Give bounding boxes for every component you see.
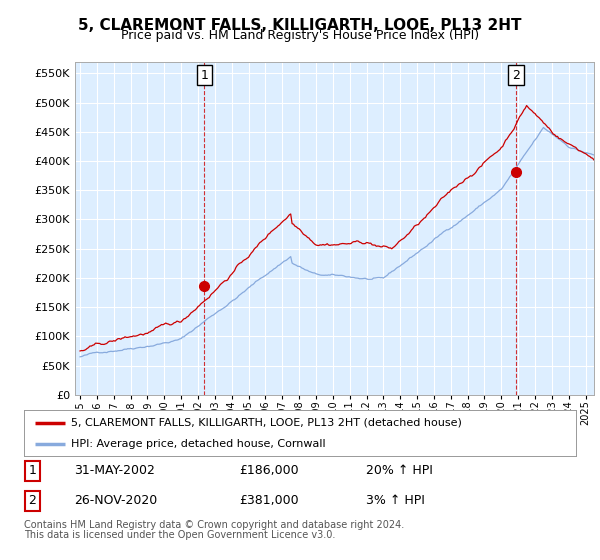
Text: 26-NOV-2020: 26-NOV-2020	[74, 494, 157, 507]
Text: 2: 2	[512, 68, 520, 82]
Text: This data is licensed under the Open Government Licence v3.0.: This data is licensed under the Open Gov…	[24, 530, 335, 540]
Text: 1: 1	[28, 464, 36, 478]
Text: 1: 1	[200, 68, 208, 82]
Text: 3% ↑ HPI: 3% ↑ HPI	[366, 494, 425, 507]
Text: Contains HM Land Registry data © Crown copyright and database right 2024.: Contains HM Land Registry data © Crown c…	[24, 520, 404, 530]
Text: 2: 2	[28, 494, 36, 507]
Text: 5, CLAREMONT FALLS, KILLIGARTH, LOOE, PL13 2HT: 5, CLAREMONT FALLS, KILLIGARTH, LOOE, PL…	[78, 18, 522, 33]
Text: 31-MAY-2002: 31-MAY-2002	[74, 464, 155, 478]
Text: £381,000: £381,000	[239, 494, 299, 507]
Text: Price paid vs. HM Land Registry's House Price Index (HPI): Price paid vs. HM Land Registry's House …	[121, 29, 479, 42]
Text: £186,000: £186,000	[239, 464, 299, 478]
Text: 20% ↑ HPI: 20% ↑ HPI	[366, 464, 433, 478]
Text: HPI: Average price, detached house, Cornwall: HPI: Average price, detached house, Corn…	[71, 439, 326, 449]
Text: 5, CLAREMONT FALLS, KILLIGARTH, LOOE, PL13 2HT (detached house): 5, CLAREMONT FALLS, KILLIGARTH, LOOE, PL…	[71, 418, 462, 428]
